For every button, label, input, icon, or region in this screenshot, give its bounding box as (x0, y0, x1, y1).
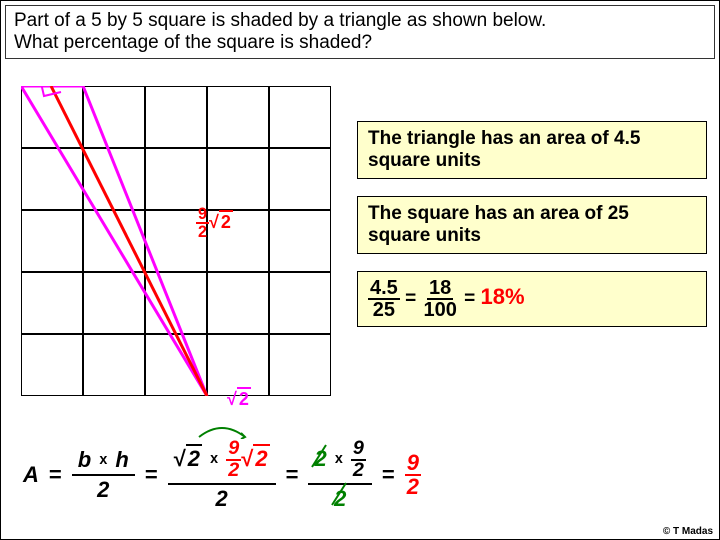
info-triangle-area: The triangle has an area of 4.5 square u… (357, 121, 707, 179)
step2: 2 x 922 2 (168, 439, 276, 511)
var-A: A (23, 462, 39, 488)
grid-lines (21, 86, 331, 396)
area-formula: A = b x h 2 = 2 x 922 2 = 2 x 92 2 = 9 2 (23, 439, 421, 511)
grid-diagram (21, 86, 331, 396)
altitude-line (51, 86, 207, 396)
triangle-shape (21, 86, 207, 396)
cancel-arc-icon (197, 425, 247, 439)
step3: 2 x 92 2 (308, 439, 371, 511)
copyright-text: © T Madas (663, 526, 713, 537)
question-box: Part of a 5 by 5 square is shaded by a t… (5, 5, 715, 59)
bh-over-2: b x h 2 (72, 448, 135, 502)
hypotenuse-label: 922 (196, 206, 233, 240)
question-line2: What percentage of the square is shaded? (14, 32, 372, 53)
base-label: 2 (227, 389, 251, 410)
info-calculation: 4.525 = 18100 = 18% (357, 271, 707, 327)
question-line1: Part of a 5 by 5 square is shaded by a t… (14, 10, 546, 31)
final-answer: 9 2 (405, 452, 421, 498)
info-square-area: The square has an area of 25 square unit… (357, 196, 707, 254)
